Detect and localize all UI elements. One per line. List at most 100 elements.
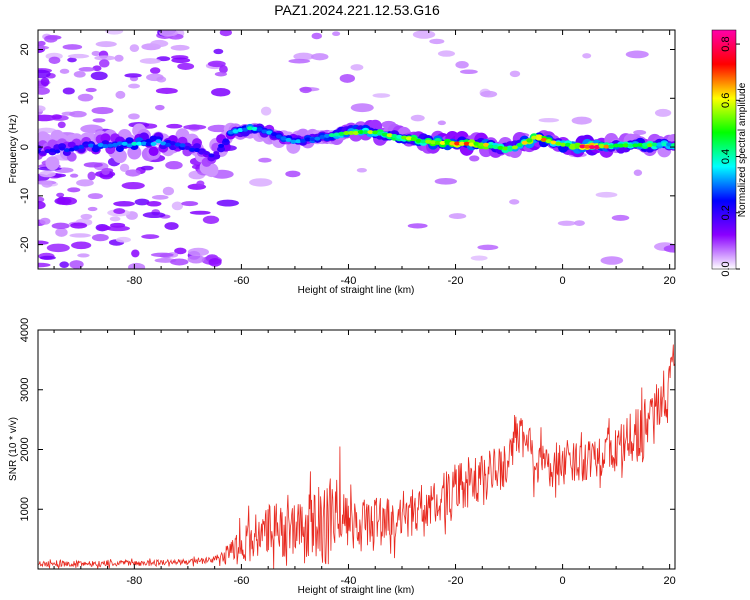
spectrogram-ridge-cell	[574, 143, 581, 148]
spectrogram-noise-cell	[165, 160, 183, 170]
colorbar-gradient	[711, 29, 737, 270]
spectrogram-noise-cell	[105, 30, 124, 35]
spectrogram-ridge-cell	[454, 141, 461, 146]
spectrogram-ridge-cell	[165, 142, 172, 147]
spectrogram-ridge-cell	[632, 143, 639, 148]
spectrogram-ridge-cell	[670, 143, 675, 148]
spectrogram-noise-cell	[166, 123, 183, 129]
colorbar-tick-label: 0.4	[720, 149, 732, 164]
spectrogram-ridge-cell	[126, 143, 133, 148]
spectrogram-noise-cell	[460, 69, 478, 75]
spectrogram-ridge-cell	[261, 129, 268, 134]
spectrogram-ridge-cell	[83, 143, 90, 148]
spectrogram-noise-cell	[146, 201, 162, 207]
spectrogram-ridge-cell	[560, 142, 567, 147]
spectrogram-noise-cell	[171, 201, 184, 211]
spectrogram-noise-cell	[38, 45, 50, 50]
spectrogram-noise-cell	[412, 30, 436, 39]
colorbar-ticks: 0.0 0.2 0.4 0.6 0.8	[720, 36, 740, 277]
spectrogram-ridge-cell	[208, 153, 215, 158]
spectrogram-ridge-cell	[198, 150, 205, 155]
spectrogram-y-tick-label: -10	[19, 188, 31, 204]
spectrogram-x-tick-label: -60	[233, 275, 249, 287]
snr-x-tick-label: -80	[126, 575, 142, 587]
spectrogram-ridge-cell	[430, 140, 437, 145]
spectrogram-noise-cell	[38, 105, 46, 112]
spectrogram-noise-cell	[69, 260, 84, 269]
spectrogram-noise-cell	[171, 57, 191, 64]
spectrogram-ridge-cell	[483, 142, 490, 147]
spectrogram-noise-cell	[94, 55, 116, 61]
spectrogram-ridge-cell	[396, 134, 403, 139]
spectrogram-noise-cell	[44, 35, 58, 43]
spectrogram-noise-cell	[350, 64, 364, 71]
spectrogram-noise-cell	[97, 225, 111, 231]
spectrogram-ridge-cell	[189, 147, 196, 152]
spectrogram-ridge-cell	[666, 142, 673, 147]
spectrogram-y-tick-label: 20	[19, 43, 31, 55]
spectrogram-ridge-cell	[148, 146, 159, 156]
spectrogram-ridge-cell	[116, 141, 123, 146]
spectrogram-noise-cell	[67, 57, 77, 63]
spectrogram-noise-cell	[208, 257, 222, 267]
spectrogram-ridge-cell	[49, 148, 56, 153]
spectrogram-ridge-cell	[458, 141, 465, 146]
spectrogram-noise-cell	[437, 120, 446, 126]
spectrogram-ridge-cell	[160, 141, 167, 146]
spectrogram-ridge-cell	[463, 141, 470, 146]
spectrogram-ridge-cell	[497, 145, 504, 150]
spectrogram-noise-cell	[455, 60, 469, 69]
spectrogram-ridge-cell	[184, 145, 191, 150]
spectrogram-noise-cell	[57, 121, 66, 129]
spectrogram-ridge-cell	[275, 134, 282, 139]
spectrogram-ridge-cell	[203, 150, 210, 155]
spectrogram-ridge-cell	[179, 143, 186, 148]
spectrogram-ridge-cell	[324, 133, 331, 138]
spectrogram-noise-cell	[538, 118, 560, 123]
spectrogram-noise-cell	[141, 234, 160, 239]
spectrogram-noise-cell	[114, 54, 124, 62]
spectrogram-ridge-cell	[362, 130, 369, 135]
spectrogram-ridge-cell	[545, 139, 552, 144]
spectrogram-noise-cell	[115, 90, 126, 99]
spectrogram-cells	[38, 30, 675, 269]
spectrogram-noise-cell	[69, 110, 87, 118]
spectrogram-noise-cell	[38, 69, 51, 79]
spectrogram-ridge-cell	[598, 143, 605, 148]
spectrogram-ridge-cell	[217, 146, 226, 153]
spectrogram-ridge-cell	[584, 144, 591, 149]
spectrogram-noise-cell	[71, 241, 92, 250]
spectrogram-noise-cell	[38, 196, 45, 203]
spectrogram-ridge-cell	[434, 140, 441, 145]
spectrogram-noise-cell	[339, 73, 355, 83]
spectrogram-ridge-cell	[386, 133, 393, 138]
spectrogram-noise-cell	[83, 162, 103, 168]
spectrogram-noise-cell	[477, 244, 499, 251]
spectrogram-noise-cell	[600, 256, 624, 265]
spectrogram-noise-cell	[87, 171, 96, 181]
spectrogram-noise-cell	[311, 53, 329, 61]
spectrogram-noise-cell	[67, 53, 90, 59]
spectrogram-ridge-cell	[348, 130, 355, 135]
spectrogram-noise-cell	[48, 56, 61, 64]
spectrogram-noise-cell	[59, 261, 69, 269]
spectrogram-ridge-cell	[550, 140, 557, 145]
spectrogram-ridge-cell	[295, 139, 302, 144]
spectrogram-ridge-cell	[78, 144, 85, 149]
snr-x-tick-label: -40	[341, 575, 357, 587]
spectrogram-ridge-cell	[107, 143, 114, 148]
spectrogram-noise-cell	[372, 93, 391, 98]
spectrogram-noise-cell	[288, 58, 311, 64]
spectrogram-ridge-cell	[59, 146, 66, 151]
spectrogram-noise-cell	[311, 32, 323, 40]
spectrogram-panel: -80 -60 -40 -20 0 20 -20 -10 0 10 20 Height of str…	[8, 29, 676, 296]
spectrogram-noise-cell	[128, 83, 140, 89]
spectrogram-x-axis-label: Height of straight line (km)	[298, 285, 415, 296]
spectrogram-ridge-cell	[492, 145, 499, 150]
spectrogram-ridge-cell	[516, 142, 523, 147]
spectrogram-ridge-cell	[169, 141, 176, 146]
spectrogram-noise-cell	[85, 87, 97, 93]
spectrogram-ridge-cell	[642, 142, 649, 147]
spectrogram-ridge-cell	[608, 144, 615, 149]
